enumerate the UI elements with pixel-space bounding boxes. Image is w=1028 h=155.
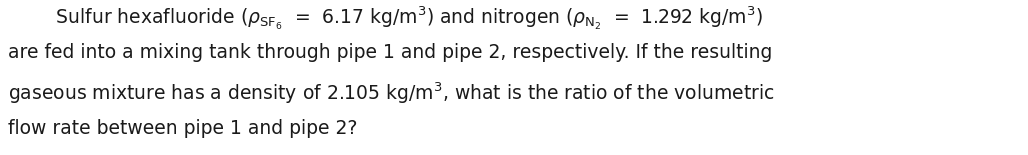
Text: flow rate between pipe 1 and pipe 2?: flow rate between pipe 1 and pipe 2? <box>8 119 358 138</box>
Text: are fed into a mixing tank through pipe 1 and pipe 2, respectively. If the resul: are fed into a mixing tank through pipe … <box>8 43 773 62</box>
Text: Sulfur hexafluoride ($\rho_{\mathregular{SF_6}}$  =  6.17 kg/m$^3$) and nitrogen: Sulfur hexafluoride ($\rho_{\mathregular… <box>8 5 763 32</box>
Text: gaseous mixture has a density of 2.105 kg/m$^3$, what is the ratio of the volume: gaseous mixture has a density of 2.105 k… <box>8 81 775 106</box>
